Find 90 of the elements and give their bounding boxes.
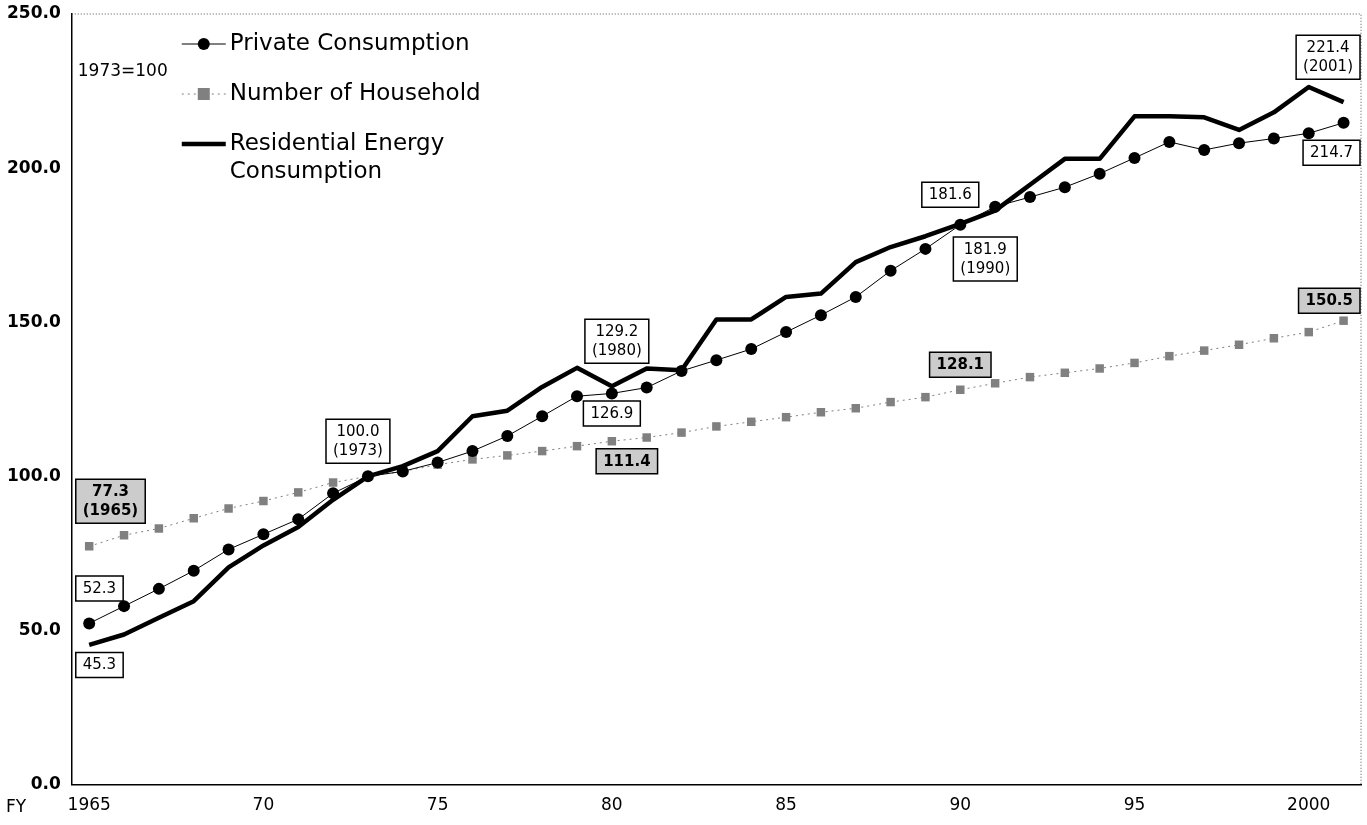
point <box>605 387 618 400</box>
y-tick-label: 100.0 <box>6 464 61 485</box>
legend-label: Private Consumption <box>229 28 470 55</box>
x-tick-label: 80 <box>601 794 623 815</box>
point <box>1128 151 1141 164</box>
point <box>1339 316 1348 325</box>
point <box>1337 116 1350 129</box>
point <box>222 543 235 556</box>
point <box>1163 135 1176 148</box>
point <box>1304 327 1313 337</box>
point <box>571 390 584 403</box>
point <box>919 242 932 255</box>
y-tick-label: 250.0 <box>6 2 61 23</box>
point <box>954 218 967 231</box>
point <box>189 514 198 523</box>
point <box>886 397 895 407</box>
x-tick-label: 1965 <box>67 794 111 815</box>
point <box>1093 167 1106 180</box>
data-label: 129.2 (1980) <box>591 322 642 360</box>
annotation: 1973=100 <box>77 60 168 81</box>
point <box>257 528 270 541</box>
point <box>118 600 131 613</box>
point <box>327 487 340 500</box>
data-label: 181.6 <box>928 185 972 204</box>
point <box>1269 334 1279 343</box>
y-tick-label: 150.0 <box>6 310 61 331</box>
point <box>1199 346 1209 355</box>
x-tick-label: 90 <box>949 794 972 815</box>
x-tick-label: 70 <box>252 794 275 815</box>
point <box>921 392 930 402</box>
data-label: 221.4 (2001) <box>1303 38 1354 76</box>
x-tick-label: 75 <box>426 794 449 815</box>
point <box>259 496 268 506</box>
point <box>431 456 444 469</box>
legend-label: Number of Household <box>229 78 481 105</box>
point <box>884 264 897 277</box>
data-label: 111.4 <box>603 451 651 470</box>
point <box>675 364 688 377</box>
point <box>780 326 793 339</box>
point <box>989 200 1002 213</box>
point <box>849 290 862 303</box>
point <box>956 385 965 394</box>
x-tick-label: 2000 <box>1287 794 1331 815</box>
point <box>640 381 653 394</box>
data-label: 126.9 <box>590 403 634 422</box>
point <box>536 410 549 423</box>
point <box>503 451 512 460</box>
point <box>990 379 1000 388</box>
point <box>745 343 758 356</box>
y-tick-label: 0.0 <box>30 773 61 794</box>
point <box>1130 358 1139 368</box>
y-tick-label: 200.0 <box>6 156 61 177</box>
data-label: 45.3 <box>82 655 117 674</box>
point <box>187 564 200 577</box>
x-tick-label: 95 <box>1123 794 1146 815</box>
point <box>1058 181 1071 194</box>
point <box>152 582 165 595</box>
point <box>1198 143 1211 156</box>
point <box>1165 351 1174 361</box>
point <box>224 504 233 513</box>
data-label: 52.3 <box>82 578 117 597</box>
data-label: 214.7 <box>1310 143 1354 162</box>
data-label: 77.3 (1965) <box>82 482 139 520</box>
x-axis-title: FY <box>6 795 27 816</box>
point <box>642 433 651 442</box>
data-label: 128.1 <box>936 355 985 374</box>
point <box>1302 127 1315 140</box>
point <box>328 478 338 487</box>
data-label: 150.5 <box>1305 291 1353 310</box>
legend-label: Residential Energy Consumption <box>229 128 445 183</box>
point <box>1023 191 1036 204</box>
point <box>294 488 303 497</box>
point <box>1233 137 1246 150</box>
y-tick-label: 50.0 <box>18 618 61 639</box>
point <box>1234 340 1244 349</box>
point <box>1267 132 1280 145</box>
point <box>814 309 827 322</box>
point <box>677 428 686 437</box>
point <box>466 445 479 458</box>
point <box>501 429 514 442</box>
data-label: 181.9 (1990) <box>960 239 1011 277</box>
point <box>1095 364 1104 373</box>
annotation: 100.0 (1973) <box>333 422 383 460</box>
point <box>292 513 305 526</box>
point <box>154 524 164 533</box>
point <box>84 542 94 551</box>
x-tick-label: 85 <box>775 794 797 815</box>
point <box>83 617 96 630</box>
point <box>712 422 721 431</box>
point <box>710 354 723 367</box>
